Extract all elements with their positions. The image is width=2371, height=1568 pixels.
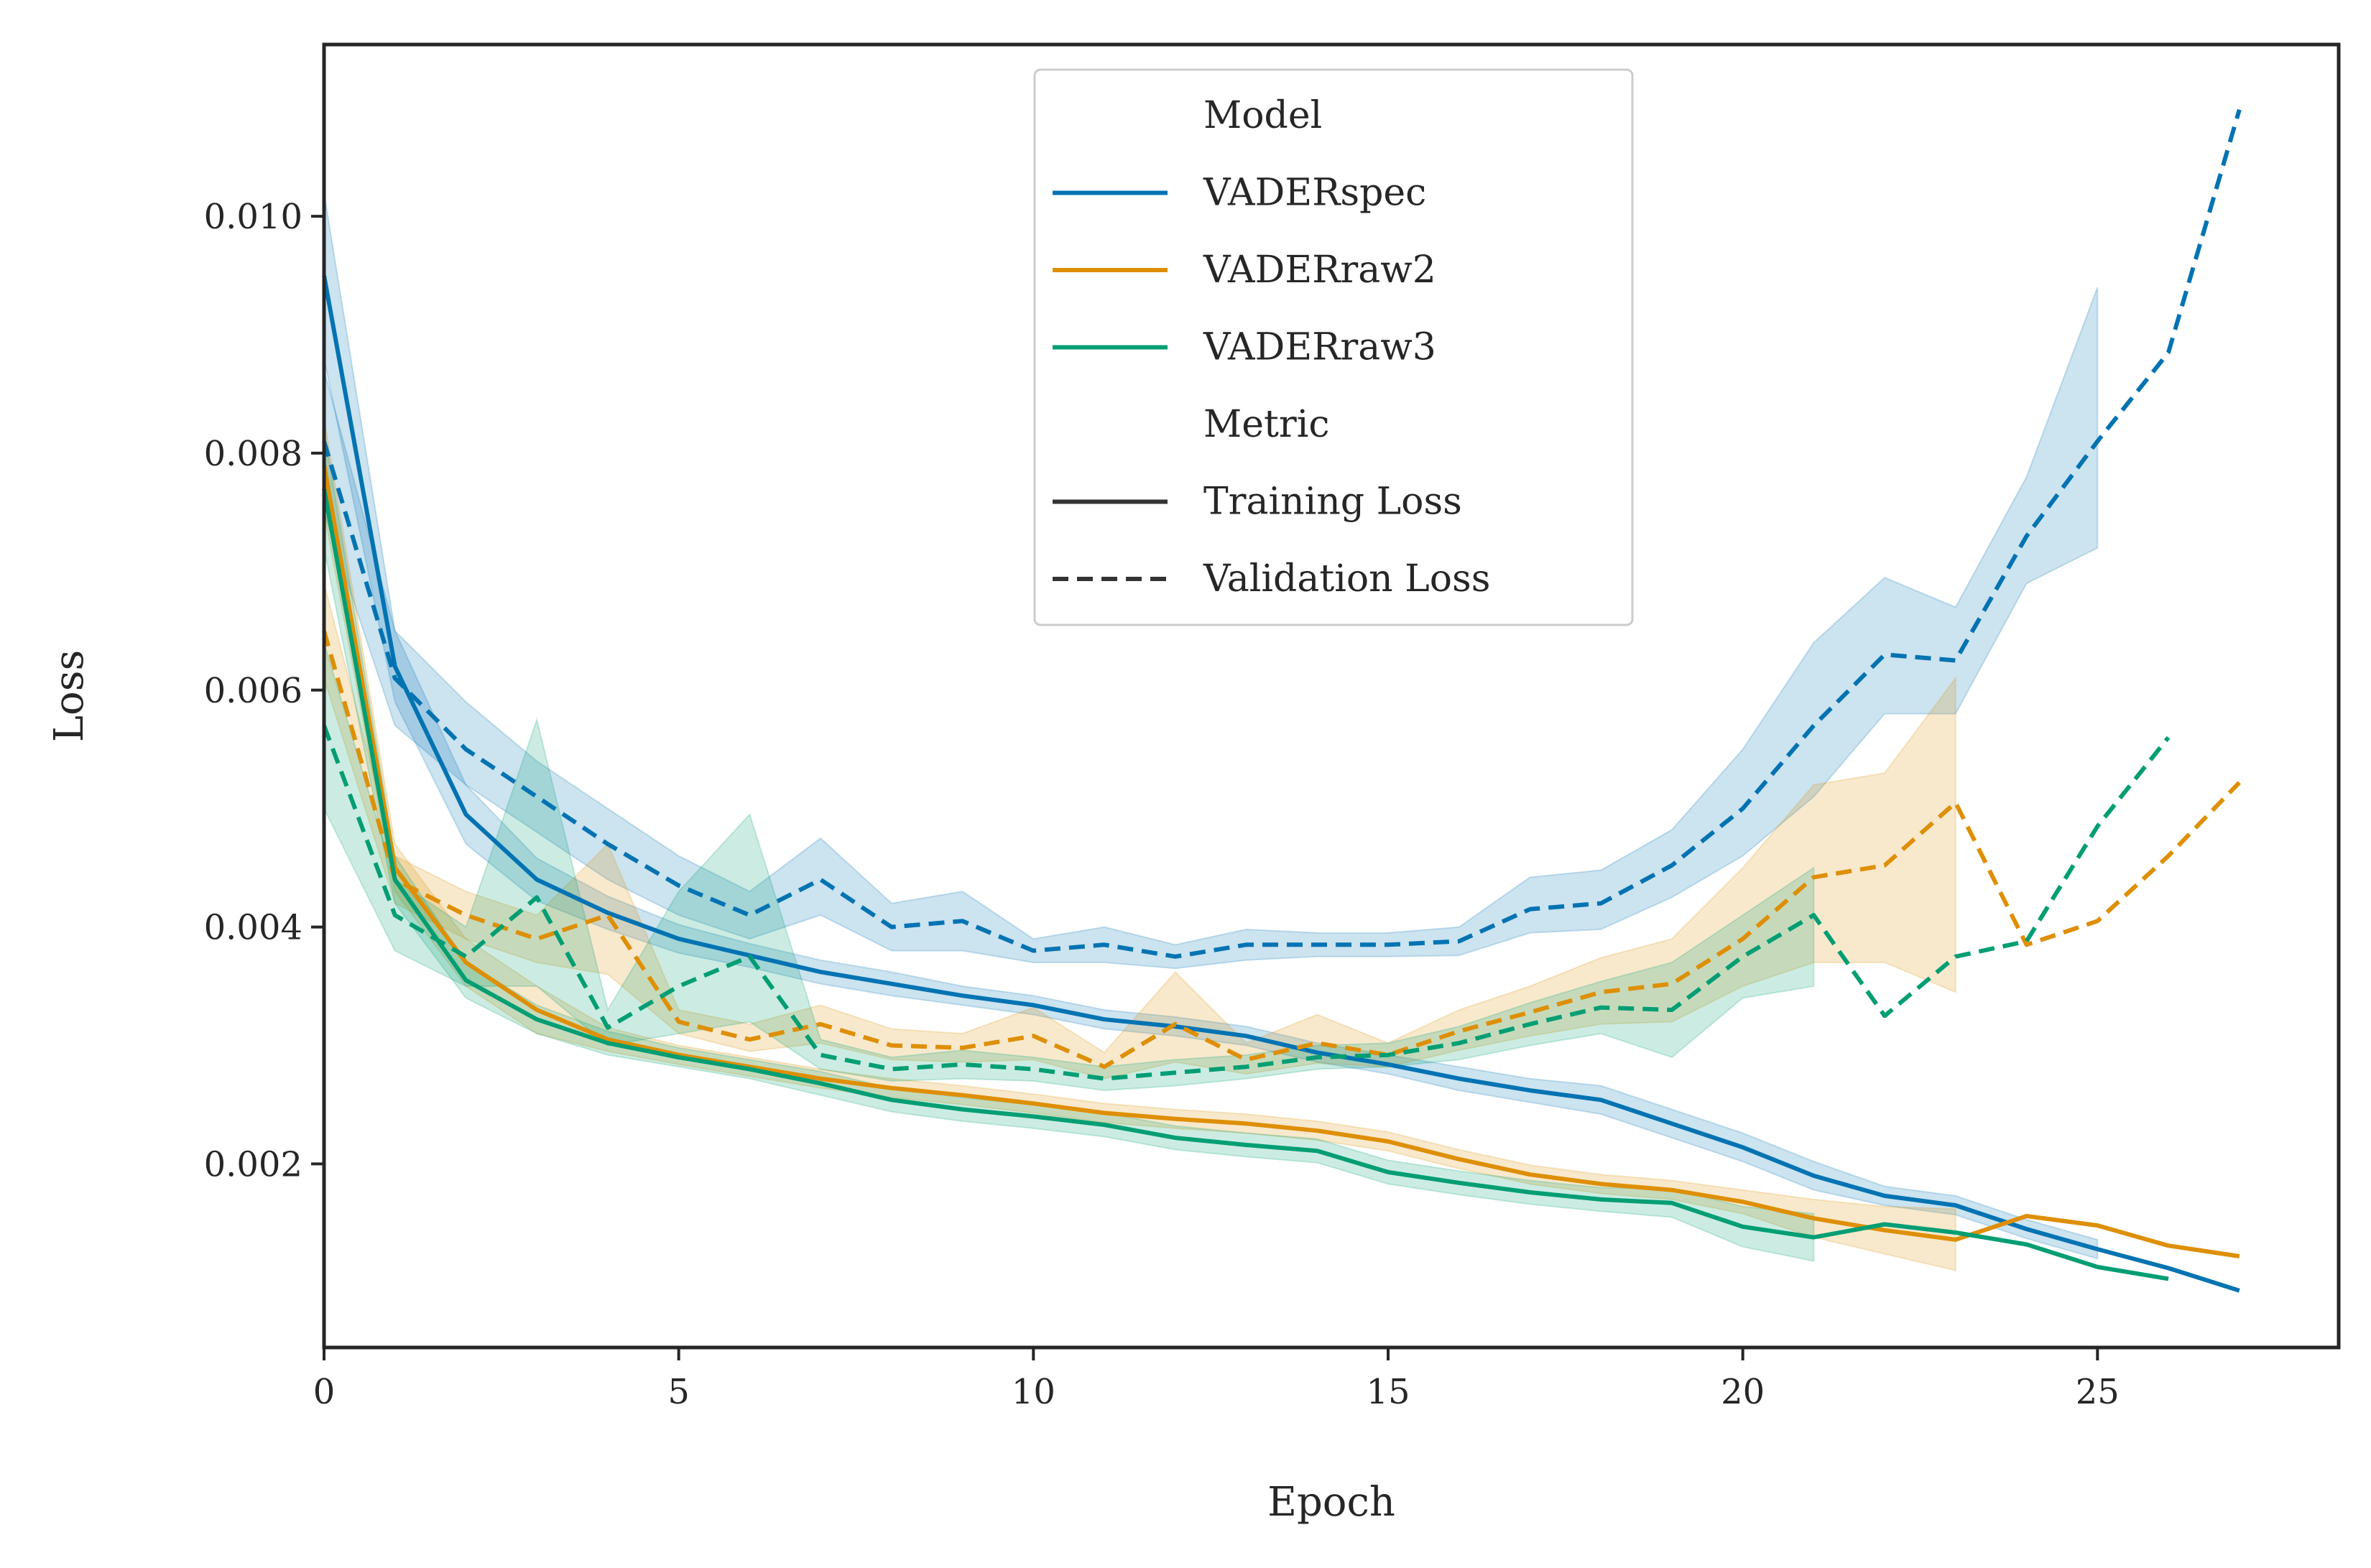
- line-vaderraw2-training-loss: [322, 464, 2240, 1258]
- band-vaderraw2-training-loss: [323, 417, 1956, 1272]
- y-tick-label: 0.004: [204, 908, 302, 948]
- line-vaderspec-training-loss: [322, 275, 2240, 1293]
- y-tick-label: 0.010: [204, 197, 302, 237]
- line-vaderspec-validation-loss: [322, 108, 2242, 959]
- band-vaderraw3-training-loss: [323, 429, 1815, 1262]
- x-tick-label: 5: [667, 1372, 690, 1412]
- legend-label-training-loss: Training Loss: [1203, 481, 1462, 524]
- x-axis-ticks: 0 5 10 15 20 25: [313, 1347, 2120, 1412]
- y-tick-label: 0.008: [204, 434, 302, 474]
- line-vaderraw3-validation-loss: [322, 725, 2171, 1081]
- band-vaderspec-validation-loss: [323, 287, 2099, 970]
- line-vaderraw2-validation-loss: [322, 630, 2241, 1070]
- legend: Model VADERspec VADERraw2 VADERraw3 Metr…: [1033, 68, 1634, 626]
- x-tick-label: 10: [1012, 1372, 1055, 1412]
- y-tick-label: 0.002: [204, 1144, 302, 1184]
- plot-frame: [322, 42, 2341, 1350]
- band-vaderraw3-validation-loss: [323, 642, 1815, 1092]
- line-vaderraw3-training-loss: [322, 488, 2169, 1281]
- y-axis-title: Loss: [46, 650, 93, 742]
- y-axis-ticks: 0.002 0.004 0.006 0.008 0.010: [204, 197, 324, 1184]
- x-tick-label: 25: [2076, 1372, 2120, 1412]
- legend-metric-header: Metric: [1203, 403, 1330, 446]
- legend-label-vaderraw2: VADERraw2: [1203, 249, 1436, 292]
- band-vaderspec-training-loss: [323, 192, 2099, 1260]
- legend-label-vaderraw3: VADERraw3: [1203, 326, 1436, 369]
- x-tick-label: 15: [1366, 1372, 1410, 1412]
- x-tick-label: 0: [313, 1372, 336, 1412]
- legend-label-vaderspec: VADERspec: [1203, 172, 1426, 215]
- x-axis-title: Epoch: [1267, 1479, 1395, 1526]
- legend-label-validation-loss: Validation Loss: [1203, 557, 1490, 600]
- x-tick-label: 20: [1721, 1372, 1765, 1412]
- band-vaderraw2-validation-loss: [323, 583, 1956, 1080]
- y-tick-label: 0.006: [204, 671, 302, 711]
- legend-box: [1033, 68, 1634, 626]
- confidence-bands: [323, 192, 2099, 1272]
- legend-model-header: Model: [1203, 94, 1322, 137]
- series-lines: [322, 108, 2242, 1293]
